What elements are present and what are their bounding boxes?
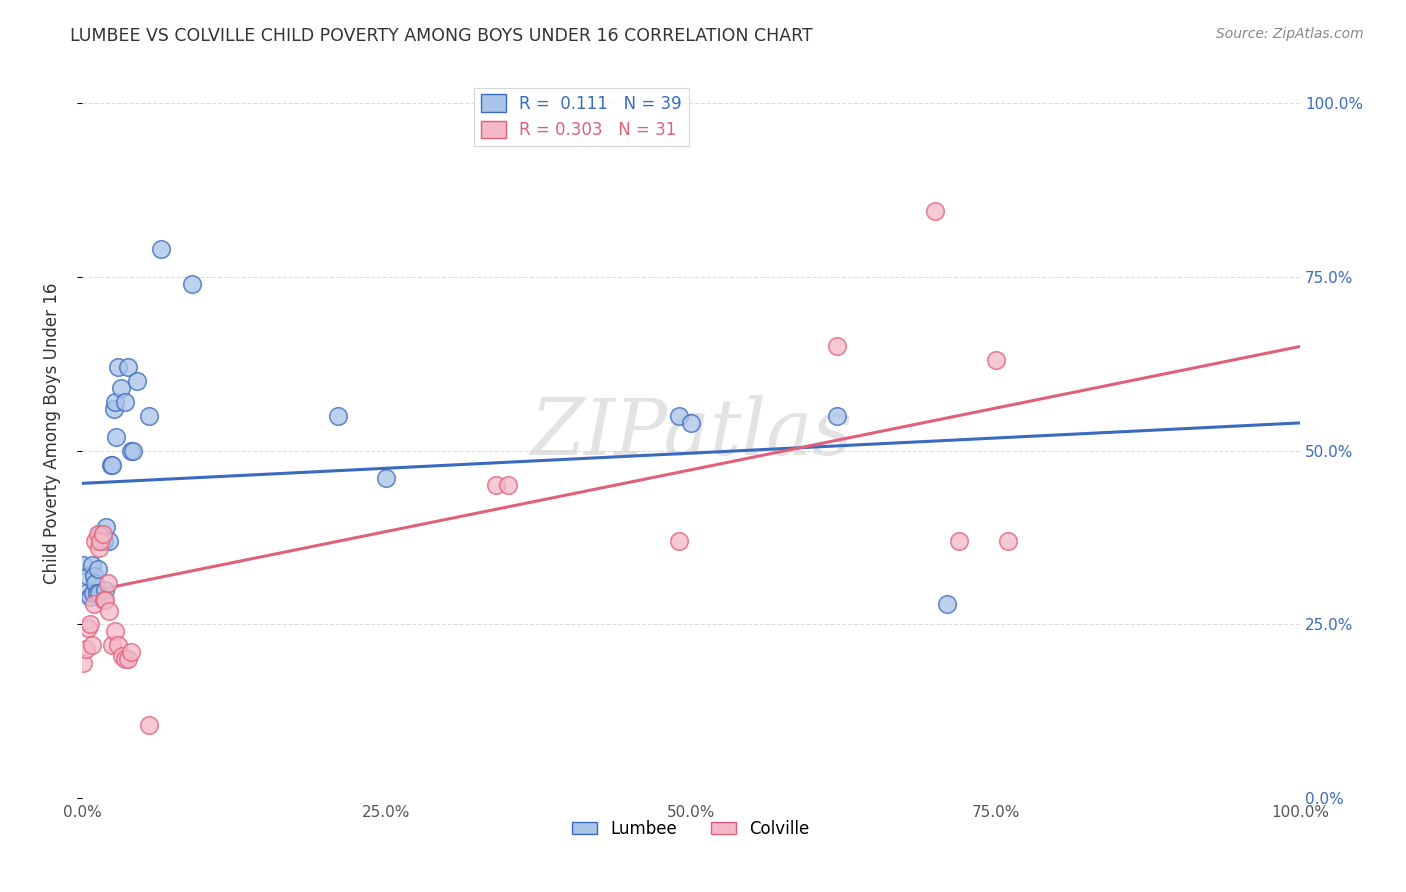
- Point: [97, 603, 120, 617]
- Point: [997, 534, 1019, 549]
- Legend: Lumbee, Colville: Lumbee, Colville: [565, 814, 815, 845]
- Point: [107, 638, 129, 652]
- Point: [101, 638, 124, 652]
- Point: [117, 652, 139, 666]
- Point: [498, 478, 520, 492]
- Point: [72, 656, 94, 670]
- Text: ZIPatlas: ZIPatlas: [530, 395, 852, 472]
- Point: [107, 360, 129, 375]
- Point: [825, 409, 848, 423]
- Point: [122, 443, 145, 458]
- Text: LUMBEE VS COLVILLE CHILD POVERTY AMONG BOYS UNDER 16 CORRELATION CHART: LUMBEE VS COLVILLE CHILD POVERTY AMONG B…: [70, 27, 813, 45]
- Point: [100, 458, 122, 472]
- Point: [87, 586, 110, 600]
- Point: [375, 471, 398, 485]
- Point: [94, 582, 117, 597]
- Point: [825, 339, 848, 353]
- Point: [150, 242, 173, 256]
- Point: [77, 568, 100, 582]
- Point: [326, 409, 349, 423]
- Point: [138, 409, 160, 423]
- Point: [103, 402, 125, 417]
- Point: [79, 590, 101, 604]
- Point: [83, 597, 105, 611]
- Y-axis label: Child Poverty Among Boys Under 16: Child Poverty Among Boys Under 16: [44, 283, 60, 584]
- Point: [984, 353, 1007, 368]
- Point: [96, 520, 118, 534]
- Point: [679, 416, 702, 430]
- Point: [84, 575, 107, 590]
- Point: [94, 593, 117, 607]
- Point: [87, 541, 110, 555]
- Point: [79, 617, 101, 632]
- Point: [117, 360, 139, 375]
- Point: [86, 586, 108, 600]
- Point: [101, 458, 124, 472]
- Point: [82, 586, 104, 600]
- Point: [111, 648, 134, 663]
- Point: [180, 277, 202, 291]
- Point: [114, 395, 136, 409]
- Point: [485, 478, 508, 492]
- Point: [97, 534, 120, 549]
- Point: [91, 527, 114, 541]
- Point: [93, 534, 115, 549]
- Point: [89, 534, 111, 549]
- Point: [104, 395, 127, 409]
- Point: [84, 534, 107, 549]
- Point: [668, 534, 690, 549]
- Point: [668, 409, 690, 423]
- Point: [80, 558, 103, 573]
- Point: [104, 624, 127, 639]
- Point: [80, 638, 103, 652]
- Point: [924, 204, 946, 219]
- Point: [948, 534, 970, 549]
- Point: [138, 718, 160, 732]
- Point: [83, 568, 105, 582]
- Point: [120, 443, 142, 458]
- Point: [72, 558, 94, 573]
- Point: [90, 534, 112, 549]
- Point: [96, 575, 118, 590]
- Point: [114, 652, 136, 666]
- Point: [125, 374, 148, 388]
- Point: [91, 534, 114, 549]
- Point: [87, 562, 110, 576]
- Point: [89, 527, 111, 541]
- Point: [77, 621, 100, 635]
- Text: Source: ZipAtlas.com: Source: ZipAtlas.com: [1216, 27, 1364, 41]
- Point: [93, 593, 115, 607]
- Point: [105, 430, 128, 444]
- Point: [935, 597, 957, 611]
- Point: [87, 527, 110, 541]
- Point: [120, 645, 142, 659]
- Point: [75, 586, 97, 600]
- Point: [75, 641, 97, 656]
- Point: [110, 381, 132, 395]
